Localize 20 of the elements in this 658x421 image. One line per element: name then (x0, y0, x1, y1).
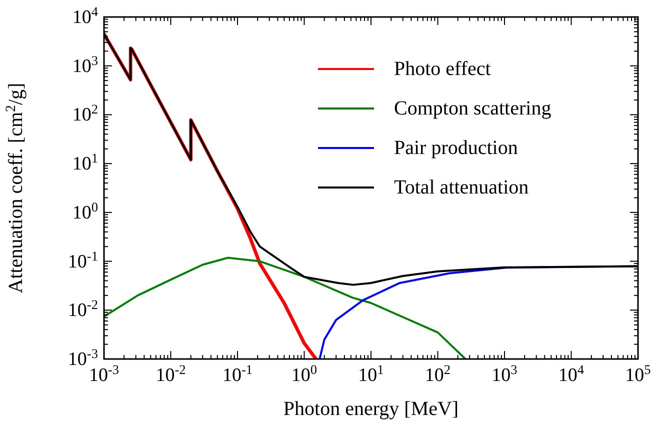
y-tick-label: 10$^{-1}$ (68, 248, 98, 272)
x-axis-title: Photon energy [MeV] (283, 398, 459, 420)
y-tick-label: 10$^{0}$ (72, 198, 98, 224)
legend-label: Compton scattering (394, 98, 552, 120)
x-tick-label: 10$^{0}$ (291, 362, 318, 386)
y-tick-label: 10$^{2}$ (72, 101, 98, 126)
x-tick-label: 10$^{3}$ (492, 362, 518, 386)
y-tick-label: 10$^{3}$ (72, 52, 98, 77)
x-tick-label: 10$^{1}$ (358, 362, 384, 386)
x-tick-label: 10$^{-1}$ (222, 362, 253, 386)
x-tick-label: 10$^{4}$ (558, 362, 584, 386)
x-tick-label: 10$^{2}$ (424, 362, 451, 386)
legend-label: Photo effect (394, 58, 492, 80)
legend-label: Total attenuation (394, 176, 529, 198)
y-tick-label: 10$^{4}$ (72, 4, 98, 28)
legend-label: Pair production (394, 137, 518, 159)
x-tick-label: 10$^{5}$ (625, 362, 652, 386)
x-tick-label: 10$^{-2}$ (156, 362, 186, 386)
y-tick-label: 10$^{1}$ (72, 150, 98, 175)
y-tick-label: 10$^{-2}$ (68, 296, 98, 322)
